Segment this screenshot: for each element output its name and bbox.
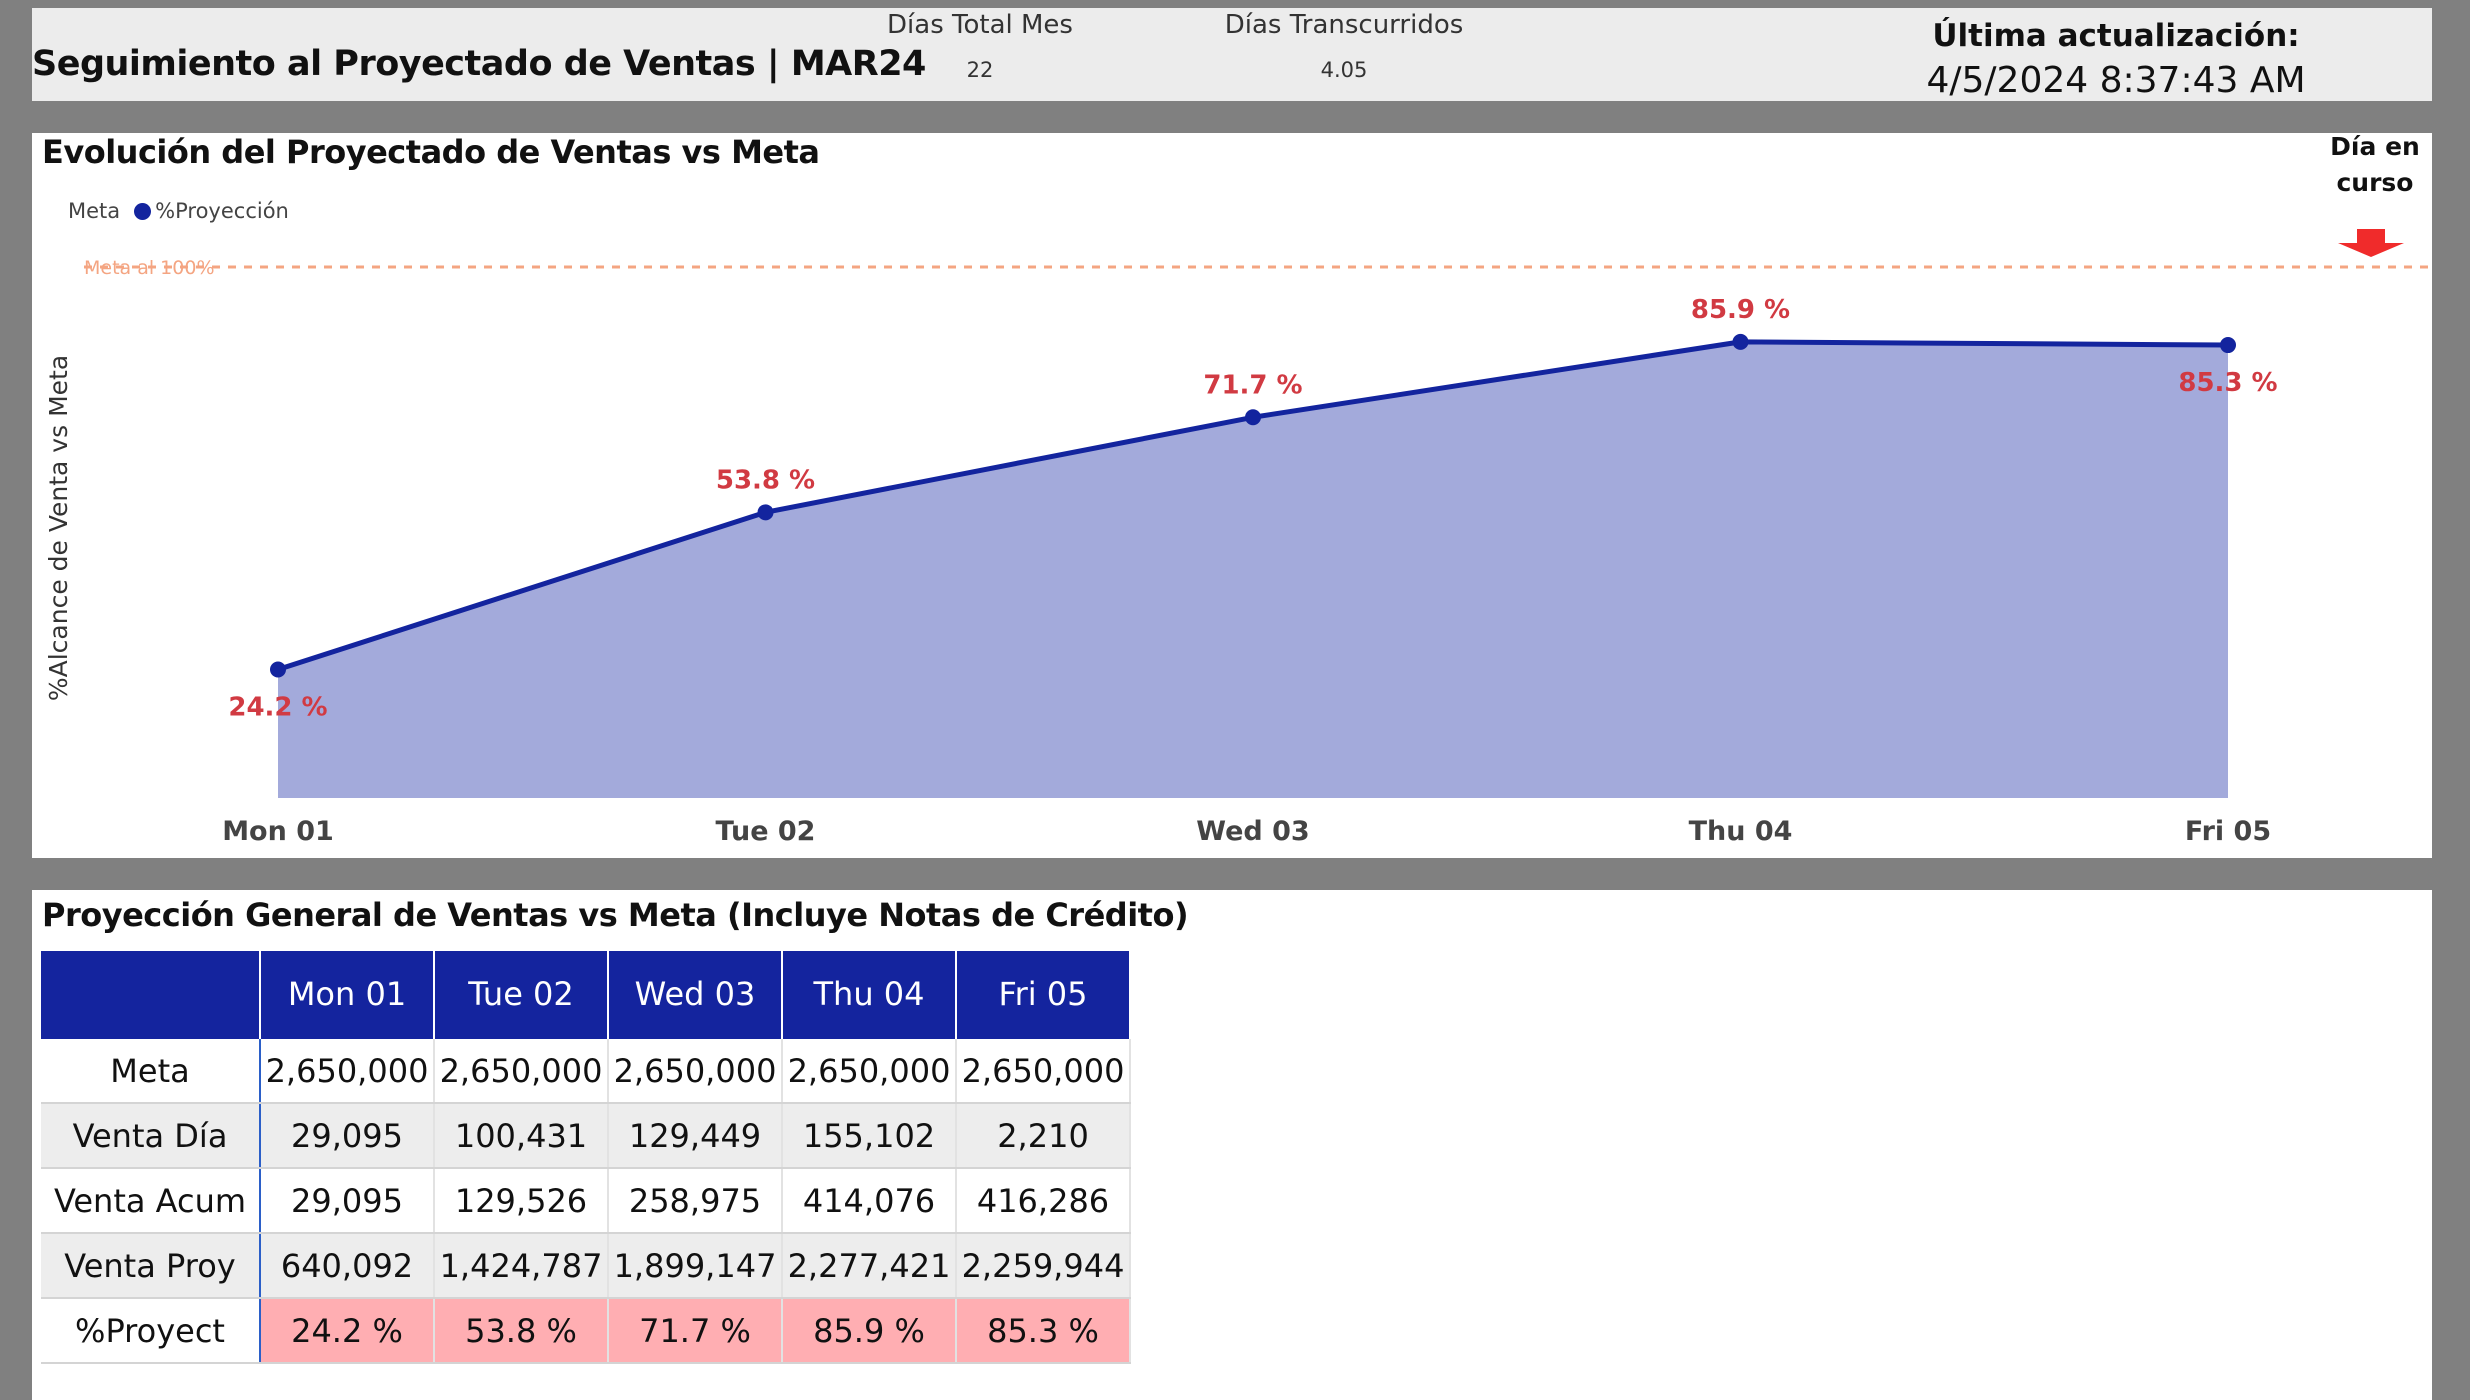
row-label: %Proyect [41,1298,261,1364]
table-cell: 2,277,421 [782,1233,957,1299]
x-tick-label: Mon 01 [222,816,334,847]
table-title: Proyección General de Ventas vs Meta (In… [42,896,1189,934]
row-label: Venta Proy [41,1233,261,1299]
chart-legend: Meta %Proyección [68,199,289,223]
meta-line-label: Meta al 100% [84,257,215,279]
last-update-label: Última actualización: [1932,18,2300,54]
data-label: 71.7 % [1203,370,1302,400]
column-header[interactable]: Wed 03 [608,951,783,1038]
data-point [270,661,286,678]
projection-table: Mon 01 Tue 02 Wed 03 Thu 04 Fri 05 Meta … [41,951,1131,1364]
data-label: 85.3 % [2178,368,2277,398]
table-cell: 640,092 [260,1233,435,1299]
table-cell: 414,076 [782,1168,957,1234]
row-label: Venta Día [41,1103,261,1169]
table-cell: 1,424,787 [434,1233,609,1299]
x-tick-label: Wed 03 [1196,816,1309,847]
chart-title: Evolución del Proyectado de Ventas vs Me… [42,133,820,171]
table-cell: 129,526 [434,1168,609,1234]
table-row-venta-dia: Venta Día 29,095 100,431 129,449 155,102… [41,1103,1131,1169]
table-cell: 2,650,000 [260,1037,435,1104]
table-cell: 129,449 [608,1103,783,1169]
table-cell: 2,259,944 [956,1233,1131,1299]
table-cell: 29,095 [260,1103,435,1169]
table-cell: 416,286 [956,1168,1131,1234]
table-cell: 85.9 % [782,1298,957,1364]
data-label: 85.9 % [1691,295,1790,325]
data-point [2220,337,2236,354]
data-label: 53.8 % [716,465,815,495]
table-row-pct-proyect: %Proyect 24.2 % 53.8 % 71.7 % 85.9 % 85.… [41,1298,1131,1364]
table-panel: Proyección General de Ventas vs Meta (In… [32,890,2432,1400]
data-point [1732,333,1749,350]
data-point [1245,409,1261,426]
table-cell: 29,095 [260,1168,435,1234]
column-header[interactable]: Mon 01 [260,951,435,1038]
data-point [757,504,774,521]
table-cell: 24.2 % [260,1298,435,1364]
table-cell: 2,650,000 [956,1037,1131,1104]
table-cell: 53.8 % [434,1298,609,1364]
dia-en-curso-label: Día en curso [2330,132,2420,197]
table-corner-cell [41,951,261,1038]
data-label: 24.2 % [228,692,327,722]
x-tick-label: Thu 04 [1689,816,1793,847]
row-label: Venta Acum [41,1168,261,1234]
x-tick-label: Tue 02 [716,816,816,847]
projection-area [278,341,2228,798]
table-cell: 2,650,000 [782,1037,957,1104]
table-cell: 2,650,000 [608,1037,783,1104]
table-cell: 100,431 [434,1103,609,1169]
chart-panel: Evolución del Proyectado de Ventas vs Me… [32,132,2432,858]
table-header-row: Mon 01 Tue 02 Wed 03 Thu 04 Fri 05 [41,951,1131,1038]
table-cell: 258,975 [608,1168,783,1234]
dias-total-label: Días Total Mes [887,10,1073,40]
table-cell: 85.3 % [956,1298,1131,1364]
legend-proyeccion[interactable]: %Proyección [155,199,289,223]
table-cell: 71.7 % [608,1298,783,1364]
table-row-venta-acum: Venta Acum 29,095 129,526 258,975 414,07… [41,1168,1131,1234]
dias-transcurridos-value: 4.05 [1320,58,1368,82]
page-title: Seguimiento al Proyectado de Ventas | MA… [32,44,926,84]
table-cell: 1,899,147 [608,1233,783,1299]
projection-area-chart: Meta al 100% 24.2 % 53.8 % 71.7 % 85.9 % 85.3… [44,229,2428,847]
dia-en-curso-arrow [2338,229,2404,257]
table-cell: 2,650,000 [434,1037,609,1104]
table-row-meta: Meta 2,650,000 2,650,000 2,650,000 2,650… [41,1037,1131,1104]
dias-transcurridos-label: Días Transcurridos [1224,10,1464,40]
table-row-venta-proy: Venta Proy 640,092 1,424,787 1,899,147 2… [41,1233,1131,1299]
header-bar: Seguimiento al Proyectado de Ventas | MA… [32,8,2432,101]
column-header[interactable]: Thu 04 [782,951,957,1038]
x-tick-label: Fri 05 [2185,816,2271,847]
column-header[interactable]: Tue 02 [434,951,609,1038]
column-header[interactable]: Fri 05 [956,951,1131,1038]
legend-proyeccion-marker [134,202,152,220]
table-cell: 2,210 [956,1103,1131,1169]
dias-total-value: 22 [966,58,994,82]
legend-meta[interactable]: Meta [68,199,121,223]
y-axis-label: %Alcance de Venta vs Meta [44,355,73,701]
table-cell: 155,102 [782,1103,957,1169]
row-label: Meta [41,1037,261,1104]
last-update-value: 4/5/2024 8:37:43 AM [1926,60,2306,101]
